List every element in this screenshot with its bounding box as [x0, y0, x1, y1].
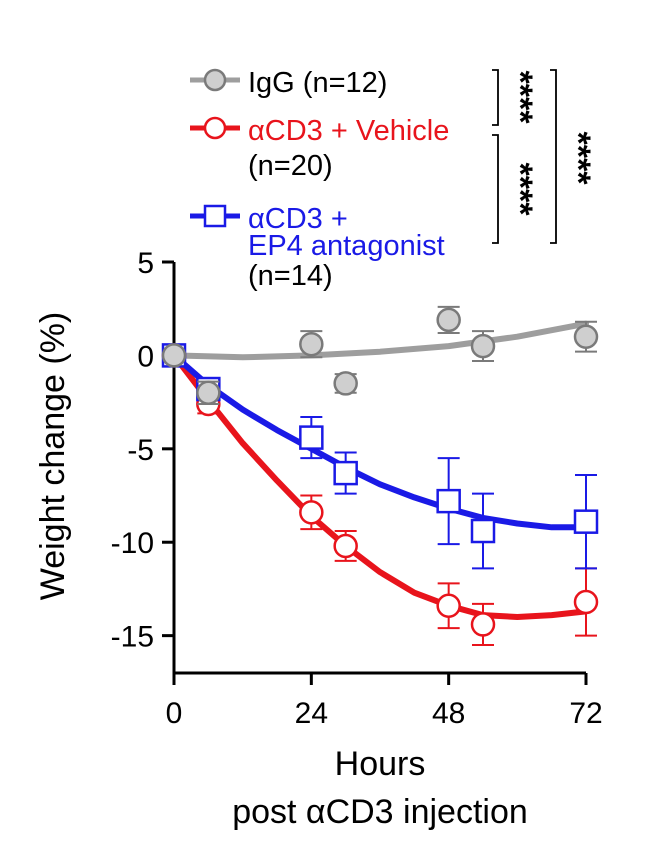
data-point — [161, 343, 187, 368]
x-axis-title-line2: post αCD3 injection — [232, 793, 528, 831]
data-point — [196, 380, 221, 406]
data-point — [436, 593, 461, 618]
y-tick-label: -15 — [111, 621, 154, 654]
fit-curve — [171, 320, 589, 361]
legend-label: (n=14) — [248, 260, 333, 292]
data-point — [470, 612, 496, 637]
data-point — [333, 460, 358, 486]
x-tick-label: 48 — [432, 697, 465, 730]
data-point — [333, 371, 358, 396]
data-point — [333, 533, 358, 559]
bracket-vehicle-ep4 — [492, 134, 499, 244]
data-point — [573, 589, 599, 615]
legend-label: EP4 antagonist — [248, 230, 445, 262]
data-point — [573, 324, 599, 349]
data-point — [299, 425, 324, 450]
y-tick-label: -10 — [111, 527, 154, 560]
data-point — [573, 509, 599, 534]
y-tick-label: -5 — [127, 434, 154, 467]
y-tick-label: 5 — [137, 247, 154, 280]
legend-marker — [203, 116, 227, 140]
data-point — [470, 518, 496, 544]
legend-label: αCD3 + Vehicle — [248, 115, 449, 147]
data-point — [436, 488, 461, 514]
data-point — [470, 333, 496, 359]
data-point — [299, 331, 324, 357]
fit-curve — [171, 352, 589, 531]
x-tick-label: 72 — [569, 697, 602, 730]
legend-label: IgG (n=12) — [248, 67, 387, 99]
bracket-igg-vehicle — [492, 69, 499, 126]
legend-label: αCD3 + — [248, 203, 348, 235]
data-points — [161, 305, 599, 646]
y-axis-title: Weight change (%) — [34, 312, 72, 601]
legend-marker — [203, 204, 227, 228]
significance-label: **** — [559, 132, 597, 186]
significance-label: **** — [501, 71, 539, 125]
legend-marker — [203, 68, 227, 92]
fit-curves — [171, 320, 589, 620]
x-tick-label: 0 — [166, 697, 183, 730]
legend: IgG (n=12) αCD3 + Vehicle(n=20) αCD3 +EP4 … — [190, 67, 449, 292]
x-axis-title-line1: Hours — [335, 745, 426, 783]
axes: 5 0 -5 -10 -15 0 24 48 72 — [111, 247, 603, 730]
data-point — [436, 307, 461, 333]
bracket-igg-ep4 — [550, 69, 557, 244]
data-point — [299, 500, 324, 525]
x-tick-label: 24 — [295, 697, 328, 730]
significance-brackets: **** **** **** — [492, 69, 597, 244]
y-tick-label: 0 — [137, 340, 154, 373]
significance-label: **** — [501, 163, 539, 217]
legend-label: (n=20) — [248, 150, 333, 182]
fit-curve — [171, 352, 589, 620]
